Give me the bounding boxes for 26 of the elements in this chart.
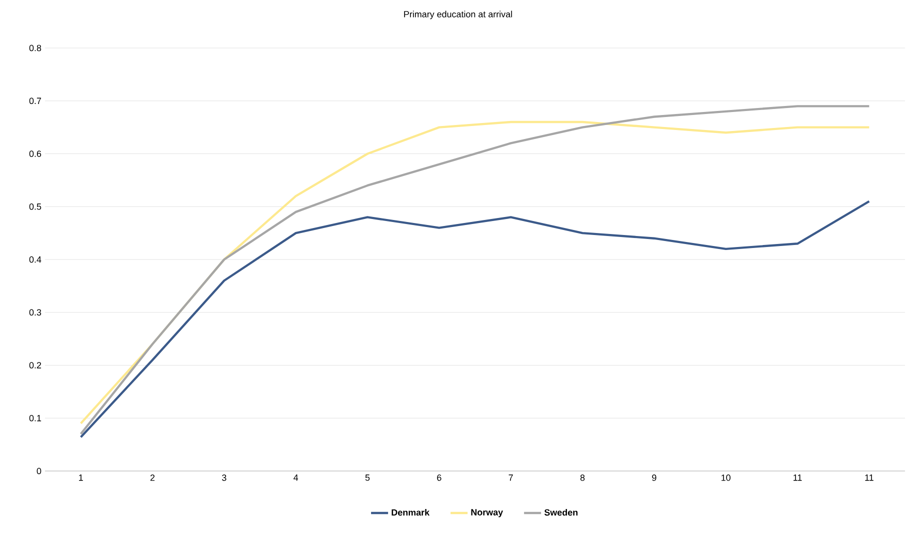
chart-title: Primary education at arrival bbox=[404, 10, 512, 20]
legend-label: Sweden bbox=[544, 509, 578, 516]
x-tick-label: 3 bbox=[222, 474, 226, 481]
x-tick-label: 7 bbox=[508, 474, 513, 481]
y-tick-label: 0.2 bbox=[29, 362, 42, 368]
x-tick-label: 4 bbox=[294, 474, 298, 481]
x-tick-label: 11 bbox=[865, 474, 874, 481]
x-tick-label: 8 bbox=[580, 474, 585, 481]
line-series bbox=[80, 200, 870, 438]
x-tick-label: 1 bbox=[79, 474, 83, 481]
y-tick-label: 0.8 bbox=[29, 44, 42, 52]
y-tick-label: 0.6 bbox=[29, 150, 42, 157]
x-tick-label: 5 bbox=[365, 474, 370, 481]
y-tick-label: 0 bbox=[36, 468, 42, 474]
y-tick-label: 0.3 bbox=[29, 309, 42, 316]
y-tick-label: 0.4 bbox=[29, 256, 42, 263]
x-tick-label: 6 bbox=[437, 474, 442, 481]
x-tick-label: 2 bbox=[150, 474, 155, 481]
x-tick-label: 9 bbox=[652, 474, 656, 481]
y-tick-label: 0.7 bbox=[29, 98, 42, 104]
legend-label: Norway bbox=[471, 509, 503, 518]
y-tick-label: 0.5 bbox=[29, 203, 42, 210]
x-tick-label: 10 bbox=[722, 474, 730, 481]
y-tick-label: 0.1 bbox=[29, 414, 42, 422]
x-tick-label: 11 bbox=[794, 474, 802, 481]
legend-label: Denmark bbox=[392, 509, 430, 516]
